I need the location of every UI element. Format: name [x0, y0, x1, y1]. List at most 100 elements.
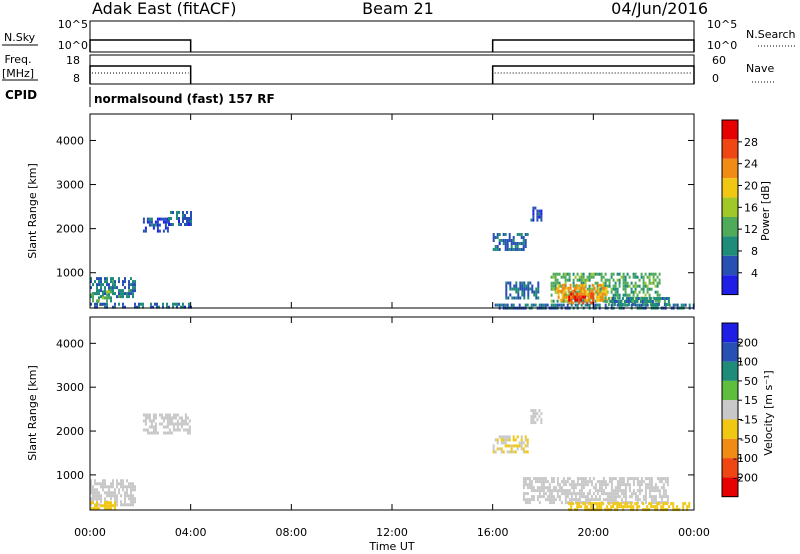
heatmap-cell [554, 489, 557, 493]
heatmap-cell [585, 292, 588, 296]
heatmap-cell [108, 286, 110, 290]
heatmap-cell [128, 482, 130, 486]
heatmap-cell [94, 488, 96, 492]
power-colorbar-label: Power [dB] [759, 181, 772, 241]
heatmap-cell [668, 303, 671, 307]
heatmap-cell [498, 303, 501, 307]
colorbar-tick-label: 100 [737, 356, 758, 369]
heatmap-cell [626, 505, 629, 509]
heatmap-cell [575, 283, 578, 287]
nave-tick-top: 60 [712, 54, 726, 67]
heatmap-cell [152, 425, 155, 429]
heatmap-cell [624, 505, 627, 509]
heatmap-cell [605, 286, 608, 290]
heatmap-cell [667, 297, 670, 300]
heatmap-cell [186, 220, 188, 223]
heatmap-cell [108, 507, 110, 511]
heatmap-cell [540, 480, 543, 484]
heatmap-cell [644, 492, 647, 496]
heatmap-cell [518, 233, 521, 236]
heatmap-cell [550, 501, 553, 505]
heatmap-cell [611, 300, 614, 303]
heatmap-cell [146, 431, 149, 435]
heatmap-cell [106, 305, 108, 309]
heatmap-cell [506, 435, 509, 439]
heatmap-cell [604, 303, 607, 307]
heatmap-cell [166, 229, 169, 233]
heatmap-cell [559, 298, 562, 302]
heatmap-cell [598, 498, 601, 502]
heatmap-cell [90, 503, 92, 507]
heatmap-cell [524, 245, 527, 248]
heatmap-cell [550, 284, 553, 288]
heatmap-cell [544, 492, 547, 496]
heatmap-cell [492, 233, 495, 236]
heatmap-cell [637, 297, 640, 300]
heatmap-cell [554, 272, 557, 276]
heatmap-cell [120, 503, 122, 507]
heatmap-cell [582, 486, 585, 490]
heatmap-cell [658, 492, 661, 496]
heatmap-cell [104, 296, 106, 300]
heatmap-cell [494, 236, 497, 239]
heatmap-cell [154, 302, 156, 306]
heatmap-cell [682, 502, 685, 506]
heatmap-cell [544, 477, 547, 481]
heatmap-cell [128, 485, 130, 489]
heatmap-cell [625, 297, 628, 300]
heatmap-cell [515, 284, 518, 288]
heatmap-cell [98, 503, 100, 507]
heatmap-cell [606, 505, 609, 509]
heatmap-cell [663, 300, 666, 303]
heatmap-cell [114, 491, 116, 495]
heatmap-cell [612, 278, 615, 282]
heatmap-cell [146, 416, 149, 420]
heatmap-cell [114, 305, 116, 309]
heatmap-cell [656, 293, 659, 297]
heatmap-cell [584, 477, 587, 481]
heatmap-cell [124, 277, 126, 281]
heatmap-cell [601, 292, 604, 296]
heatmap-cell [613, 300, 616, 303]
heatmap-cell [517, 296, 520, 300]
heatmap-cell [132, 482, 134, 486]
heatmap-cell [176, 425, 179, 429]
heatmap-cell [150, 419, 153, 423]
heatmap-cell [623, 300, 626, 303]
heatmap-cell [566, 480, 569, 484]
colorbar-tick-label: 15 [744, 394, 758, 407]
heatmap-cell [570, 480, 573, 484]
heatmap-cell [576, 502, 579, 506]
heatmap-cell [590, 292, 593, 296]
heatmap-cell [601, 295, 604, 299]
heatmap-cell [598, 502, 601, 506]
date-title: 04/Jun/2016 [611, 0, 708, 18]
heatmap-cell [532, 421, 535, 425]
heatmap-cell [658, 495, 661, 499]
heatmap-cell [642, 284, 645, 288]
heatmap-cell [112, 286, 114, 290]
x-tick-label: 16:00 [477, 526, 509, 539]
heatmap-cell [142, 428, 145, 432]
heatmap-cell [564, 480, 567, 484]
heatmap-cell [166, 413, 169, 417]
heatmap-cell [90, 286, 92, 290]
x-tick-label: 20:00 [577, 526, 609, 539]
heatmap-cell [640, 303, 643, 307]
heatmap-cell [98, 289, 100, 293]
heatmap-cell [538, 209, 541, 213]
heatmap-cell [631, 300, 634, 303]
heatmap-cell [172, 223, 174, 226]
heatmap-cell [528, 483, 531, 487]
heatmap-cell [634, 272, 637, 276]
heatmap-cell [636, 495, 639, 499]
heatmap-cell [156, 305, 158, 309]
heatmap-cell [652, 281, 655, 285]
heatmap-cell [680, 303, 683, 307]
heatmap-cell [505, 284, 508, 288]
heatmap-cell [588, 502, 591, 506]
heatmap-cell [106, 507, 108, 511]
heatmap-cell [614, 293, 617, 297]
heatmap-cell [618, 296, 621, 300]
